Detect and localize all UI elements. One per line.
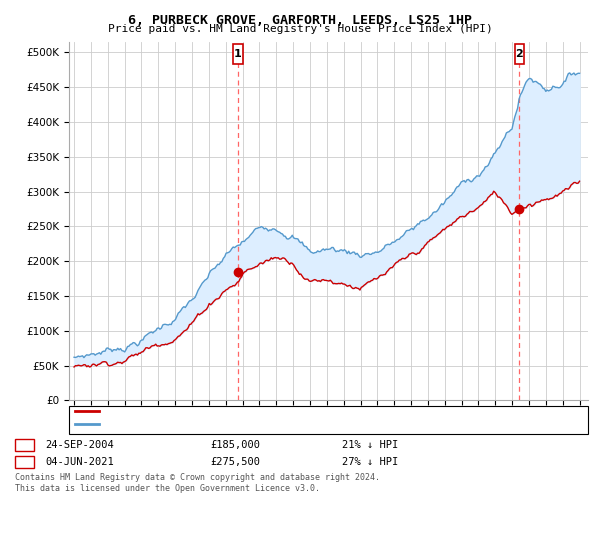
- Text: 2: 2: [21, 457, 28, 467]
- Text: 2: 2: [515, 49, 523, 59]
- Text: 04-JUN-2021: 04-JUN-2021: [45, 457, 114, 467]
- Text: Price paid vs. HM Land Registry's House Price Index (HPI): Price paid vs. HM Land Registry's House …: [107, 24, 493, 34]
- Text: £275,500: £275,500: [210, 457, 260, 467]
- Text: 21% ↓ HPI: 21% ↓ HPI: [342, 440, 398, 450]
- Text: 27% ↓ HPI: 27% ↓ HPI: [342, 457, 398, 467]
- Text: 6, PURBECK GROVE, GARFORTH, LEEDS, LS25 1HP: 6, PURBECK GROVE, GARFORTH, LEEDS, LS25 …: [128, 14, 472, 27]
- Text: 1: 1: [21, 440, 28, 450]
- Text: 1: 1: [234, 49, 242, 59]
- Text: £185,000: £185,000: [210, 440, 260, 450]
- Text: HPI: Average price, detached house, Leeds: HPI: Average price, detached house, Leed…: [102, 419, 343, 430]
- Bar: [233, 44, 242, 64]
- Text: 24-SEP-2004: 24-SEP-2004: [45, 440, 114, 450]
- Bar: [515, 44, 524, 64]
- Text: Contains HM Land Registry data © Crown copyright and database right 2024.
This d: Contains HM Land Registry data © Crown c…: [15, 473, 380, 493]
- Text: 6, PURBECK GROVE, GARFORTH, LEEDS, LS25 1HP (detached house): 6, PURBECK GROVE, GARFORTH, LEEDS, LS25 …: [102, 406, 455, 416]
